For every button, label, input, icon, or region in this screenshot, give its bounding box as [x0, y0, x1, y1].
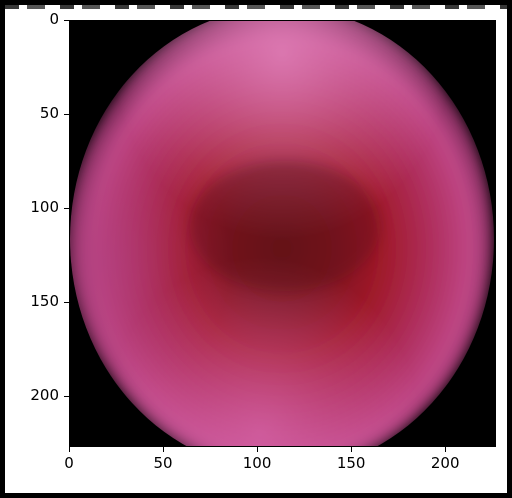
ytick-mark [64, 207, 69, 209]
xtick-label: 150 [336, 454, 366, 472]
ytick-label: 100 [30, 198, 59, 217]
xtick-label: 50 [153, 454, 173, 472]
displayed-image [70, 21, 495, 446]
xtick-label: 100 [242, 454, 272, 472]
xtick-mark [350, 447, 352, 452]
ytick-label: 200 [30, 386, 59, 405]
image-axes [69, 20, 496, 447]
xtick-label: 200 [430, 454, 460, 472]
ytick-label: 150 [30, 292, 59, 311]
ytick-mark [64, 113, 69, 115]
figure-frame: 0 50 100 150 200 0 50 100 150 200 [5, 5, 507, 493]
xtick-mark [444, 447, 446, 452]
ytick-mark [64, 19, 69, 21]
ytick-label: 0 [49, 10, 59, 28]
image-oval-region [70, 21, 494, 446]
cropped-title-strip [5, 5, 507, 9]
ytick-label: 50 [39, 104, 59, 123]
xtick-mark [162, 447, 164, 452]
ytick-mark [64, 395, 69, 397]
xtick-mark [68, 447, 70, 452]
ytick-mark [64, 301, 69, 303]
xtick-mark [256, 447, 258, 452]
xtick-label: 0 [64, 454, 74, 472]
